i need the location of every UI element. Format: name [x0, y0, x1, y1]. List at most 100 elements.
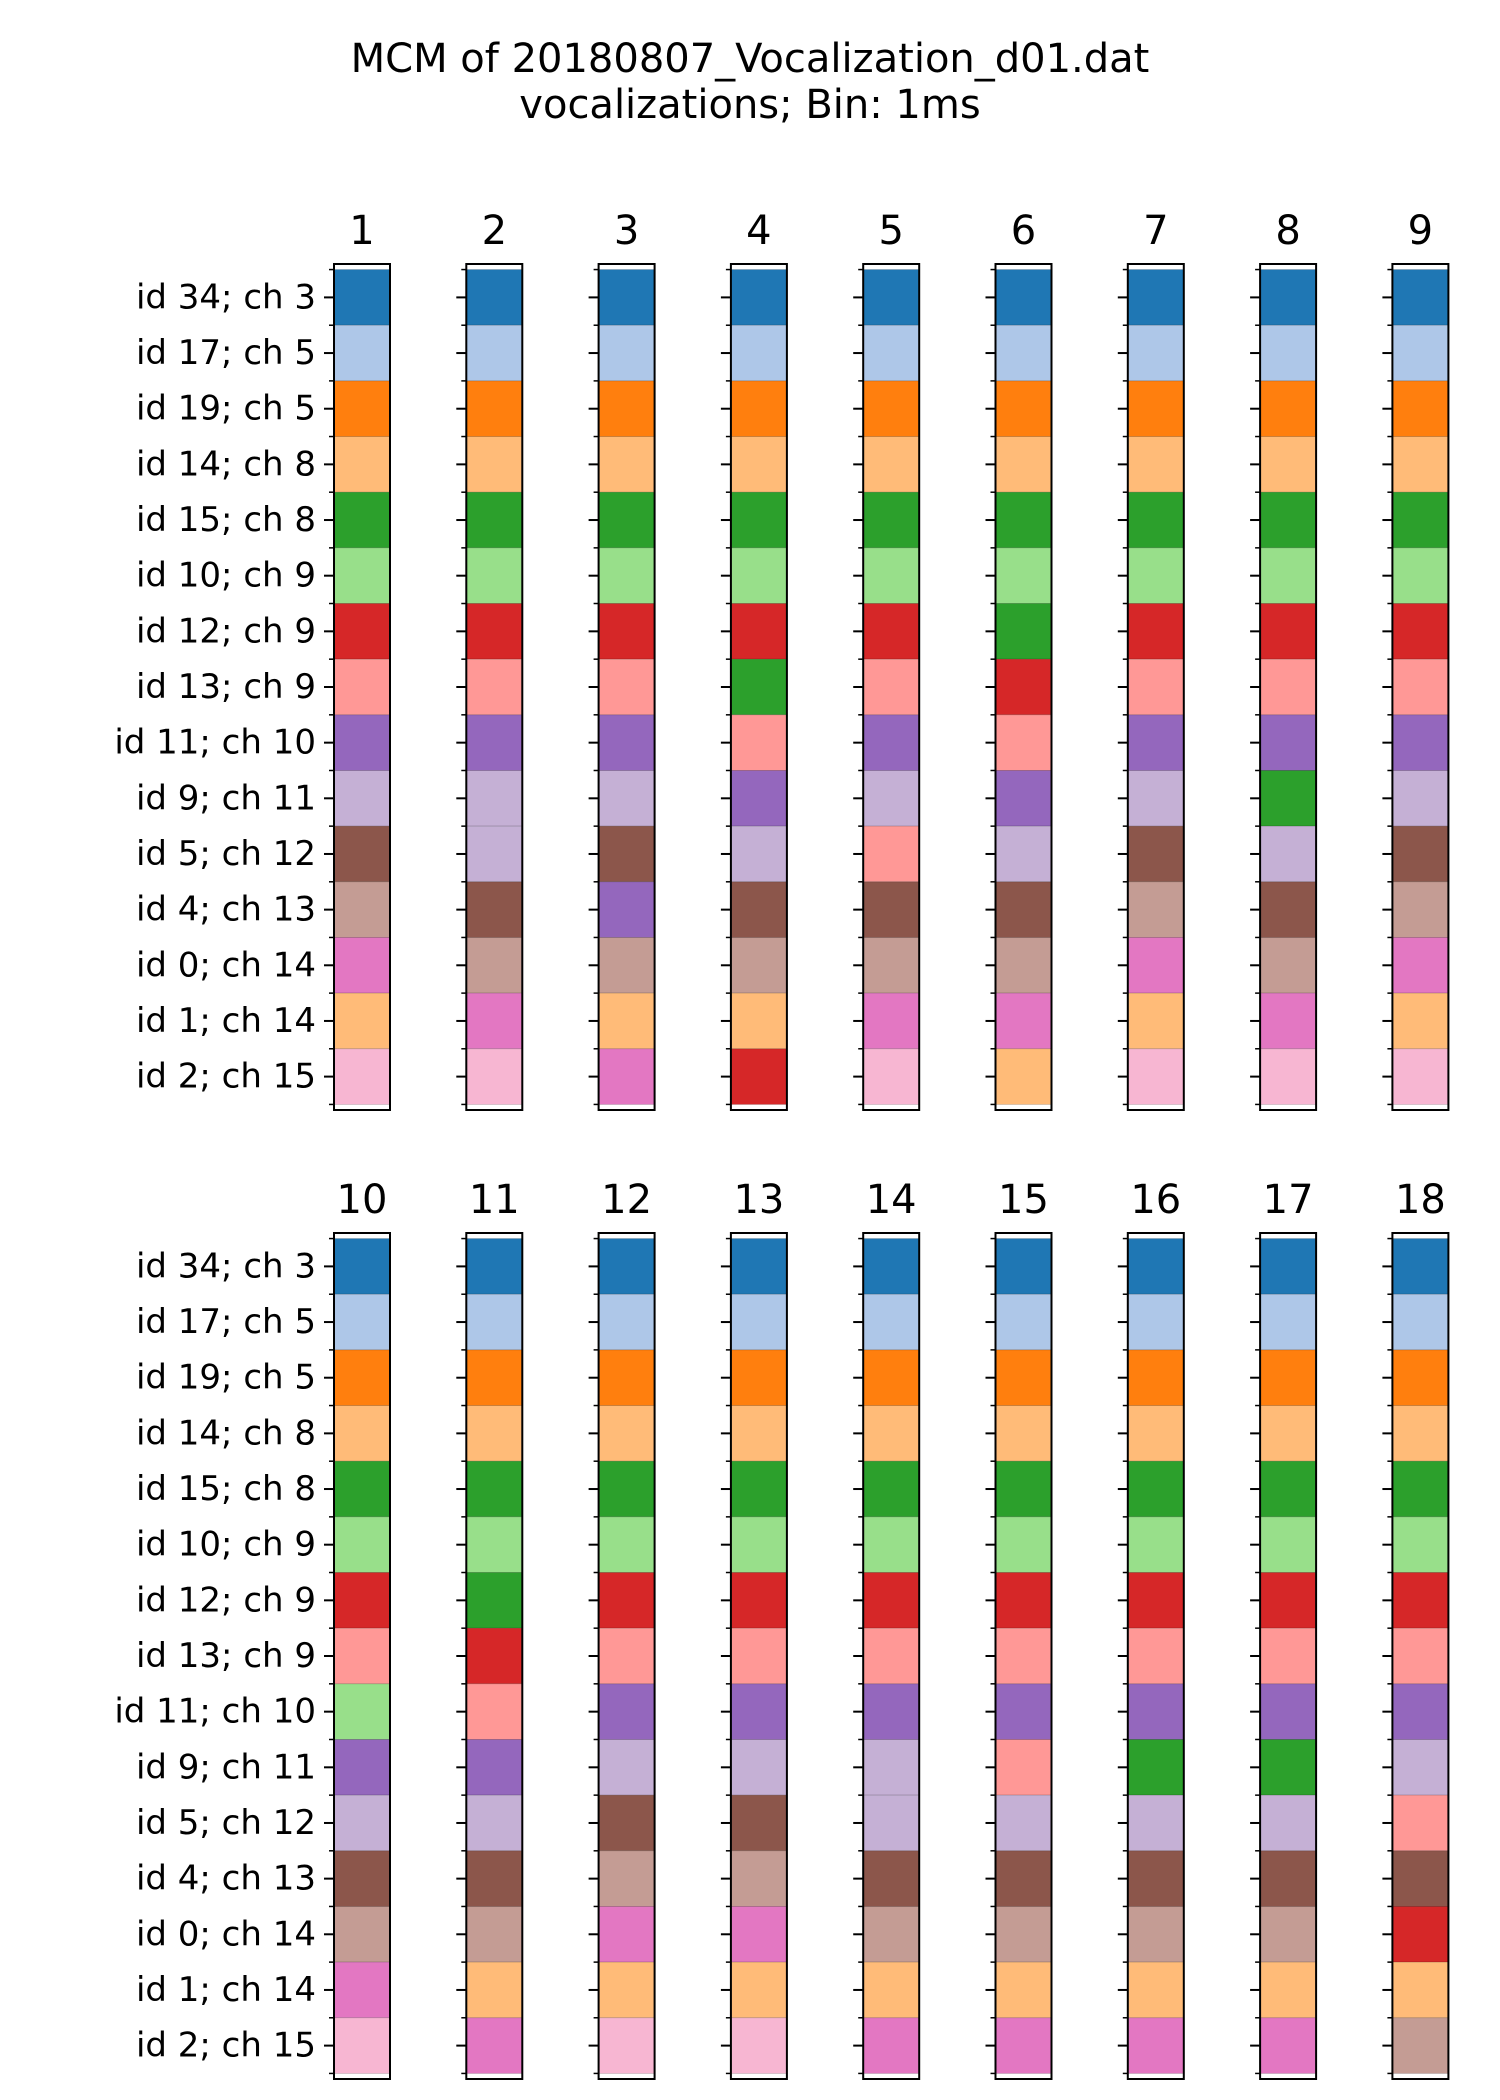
cell — [730, 603, 788, 660]
column-label: 4 — [746, 208, 771, 254]
cell — [333, 1293, 391, 1351]
cell — [598, 1405, 655, 1462]
cell — [730, 937, 788, 994]
cell — [333, 1405, 391, 1462]
cell — [1392, 1683, 1449, 1740]
cell — [1127, 1683, 1185, 1740]
cell — [730, 436, 788, 493]
cell — [465, 436, 523, 493]
cell — [598, 1850, 655, 1907]
cell — [1259, 1238, 1317, 1295]
cell — [333, 1349, 391, 1406]
cell — [333, 2017, 391, 2074]
cell — [730, 881, 788, 938]
cell — [995, 658, 1052, 716]
cell — [1259, 547, 1317, 604]
cell — [730, 1739, 788, 1796]
cell — [995, 1048, 1052, 1105]
cell — [730, 1516, 788, 1573]
cell — [1127, 1293, 1185, 1351]
cell — [862, 1683, 920, 1740]
cell — [598, 269, 655, 326]
cell — [1127, 547, 1185, 604]
row-label: id 0; ch 14 — [136, 945, 316, 985]
cell — [730, 1906, 788, 1963]
cell — [1127, 1048, 1185, 1105]
row-label: id 11; ch 10 — [114, 1692, 316, 1732]
cell — [1259, 1516, 1317, 1573]
cell — [1392, 1405, 1449, 1462]
cell — [333, 491, 391, 549]
cell — [1259, 603, 1317, 660]
cell — [1392, 1627, 1449, 1685]
cell — [1392, 603, 1449, 660]
chart-title: MCM of 20180807_Vocalization_d01.dat — [350, 36, 1150, 82]
column-label: 10 — [337, 1177, 388, 1223]
cell — [598, 2017, 655, 2074]
cell — [598, 658, 655, 716]
cell — [333, 992, 391, 1050]
column-label: 5 — [878, 208, 903, 254]
row-label: id 34; ch 3 — [136, 1246, 316, 1286]
column-label: 9 — [1408, 208, 1433, 254]
row-label: id 19; ch 5 — [136, 1358, 316, 1398]
cell — [1127, 2017, 1185, 2074]
cell — [862, 603, 920, 660]
row-label: id 15; ch 8 — [136, 500, 316, 540]
cell — [1259, 1349, 1317, 1406]
cell — [1392, 881, 1449, 938]
cell — [465, 714, 523, 771]
cell — [862, 714, 920, 771]
cell — [598, 825, 655, 883]
cell — [1127, 1349, 1185, 1406]
cell — [598, 380, 655, 437]
cell — [862, 1238, 920, 1295]
cell — [862, 436, 920, 493]
cell — [995, 491, 1052, 549]
cell — [1127, 1405, 1185, 1462]
cell — [862, 324, 920, 382]
column-label: 13 — [733, 1177, 784, 1223]
column-label: 17 — [1263, 1177, 1314, 1223]
cell — [1259, 1906, 1317, 1963]
cell — [730, 714, 788, 771]
cell — [1127, 1961, 1185, 2019]
cell — [1127, 937, 1185, 994]
cell — [1259, 1293, 1317, 1351]
row-label: id 4; ch 13 — [136, 1859, 316, 1899]
cell — [862, 547, 920, 604]
cell — [598, 1906, 655, 1963]
cell — [862, 491, 920, 549]
cell — [1392, 491, 1449, 549]
chart-subtitle: vocalizations; Bin: 1ms — [519, 82, 981, 128]
cell — [1392, 2017, 1449, 2074]
cell — [1259, 491, 1317, 549]
row-label: id 14; ch 8 — [136, 444, 316, 484]
cell — [333, 881, 391, 938]
column-label: 6 — [1011, 208, 1036, 254]
cell — [1259, 1683, 1317, 1740]
cell — [1259, 1850, 1317, 1907]
column-label: 14 — [866, 1177, 917, 1223]
cell — [995, 1405, 1052, 1462]
cell — [1392, 1238, 1449, 1295]
cell — [862, 992, 920, 1050]
cell — [730, 1293, 788, 1351]
cell — [598, 770, 655, 827]
cell — [465, 1048, 523, 1105]
cell — [862, 937, 920, 994]
cell — [598, 992, 655, 1050]
cell — [1259, 714, 1317, 771]
row-label: id 10; ch 9 — [136, 556, 316, 596]
cell — [730, 1349, 788, 1406]
cell — [1127, 1739, 1185, 1796]
cell — [862, 1516, 920, 1573]
row-label: id 11; ch 10 — [114, 723, 316, 763]
cell — [730, 1683, 788, 1740]
cell — [333, 1516, 391, 1573]
cell — [730, 491, 788, 549]
cell — [1127, 1627, 1185, 1685]
column-label: 12 — [601, 1177, 652, 1223]
cell — [862, 1460, 920, 1518]
cell — [995, 1683, 1052, 1740]
